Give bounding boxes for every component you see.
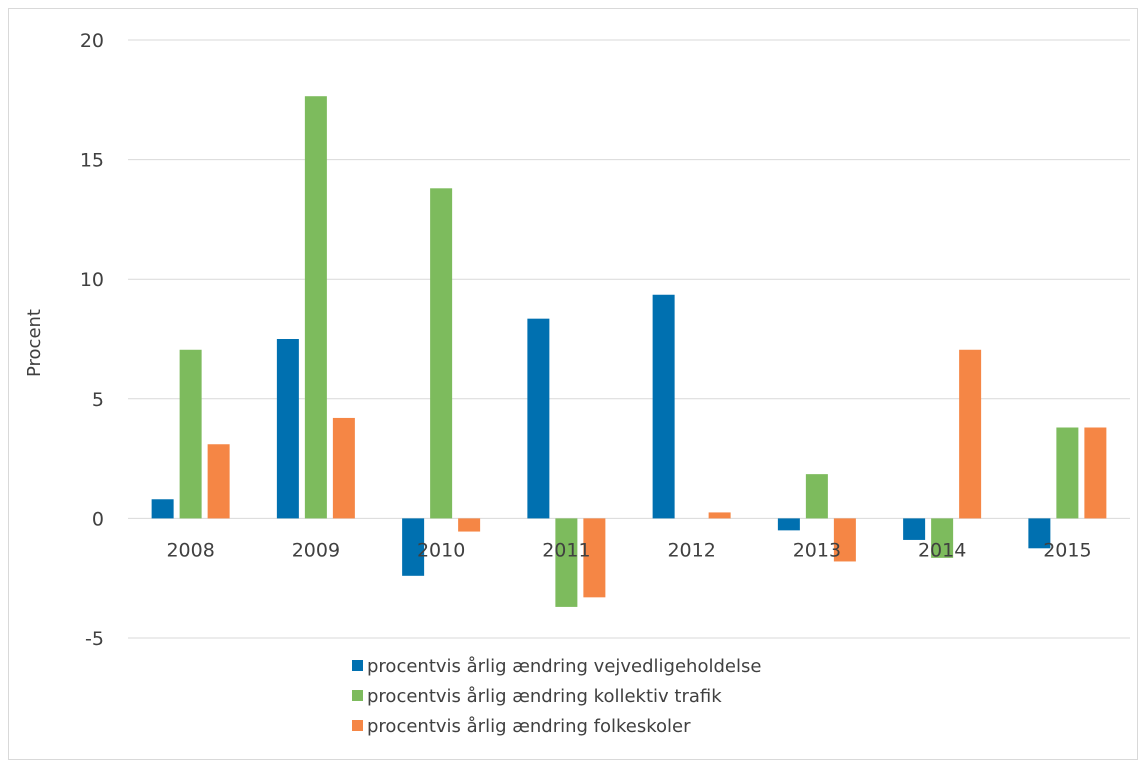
bar-2008-series-3 — [207, 444, 230, 519]
bar-2010-series-3 — [458, 518, 481, 532]
bar-2010-series-2 — [430, 188, 453, 519]
x-tick-label: 2013 — [793, 539, 841, 561]
bar-2013-series-2 — [805, 474, 828, 519]
bar-2014-series-1 — [903, 518, 926, 540]
y-axis-label: Procent — [24, 309, 45, 377]
bar-2011-series-3 — [583, 518, 606, 598]
bar-2013-series-1 — [777, 518, 800, 531]
legend-swatch — [352, 720, 363, 731]
bar-2011-series-1 — [527, 318, 550, 519]
bar-2012-series-1 — [652, 294, 675, 519]
bar-2008-series-2 — [179, 349, 202, 519]
bar-2009-series-3 — [332, 417, 355, 519]
y-tick-label: 10 — [80, 269, 104, 291]
legend-label: procentvis årlig ændring vejvedligeholde… — [367, 656, 761, 677]
bar-2013-series-3 — [833, 518, 856, 562]
bar-2014-series-3 — [959, 349, 982, 519]
bar-2009-series-1 — [276, 339, 299, 519]
bar-2015-series-1 — [1028, 518, 1051, 549]
x-tick-label: 2012 — [667, 539, 715, 561]
y-tick-label: 5 — [92, 389, 104, 411]
legend-swatch — [352, 690, 363, 701]
x-tick-label: 2010 — [417, 539, 465, 561]
bar-2011-series-2 — [555, 518, 578, 607]
bar-2010-series-1 — [402, 518, 425, 576]
x-tick-label: 2011 — [542, 539, 590, 561]
y-tick-label: 15 — [80, 150, 104, 172]
legend-label: procentvis årlig ændring folkeskoler — [367, 716, 691, 737]
bar-2012-series-3 — [708, 512, 731, 519]
bars — [151, 96, 1107, 607]
y-tick-labels: -5 0 5 10 15 20 — [80, 30, 104, 650]
bar-2014-series-2 — [931, 518, 954, 558]
x-tick-label: 2008 — [166, 539, 214, 561]
y-tick-label: 0 — [92, 508, 104, 530]
legend-swatch — [352, 660, 363, 671]
y-tick-label: -5 — [85, 628, 104, 650]
x-tick-labels: 2008 2009 2010 2011 2012 2013 2014 2015 — [166, 539, 1091, 561]
x-tick-label: 2009 — [292, 539, 340, 561]
bar-2015-series-2 — [1056, 427, 1079, 519]
bar-2015-series-3 — [1084, 427, 1107, 519]
bar-2008-series-1 — [151, 499, 174, 519]
bar-2009-series-2 — [304, 96, 327, 519]
x-tick-label: 2015 — [1043, 539, 1091, 561]
y-tick-label: 20 — [80, 30, 104, 52]
legend: procentvis årlig ændring vejvedligeholde… — [352, 656, 761, 737]
legend-label: procentvis årlig ændring kollektiv trafi… — [367, 686, 722, 707]
x-tick-label: 2014 — [918, 539, 966, 561]
